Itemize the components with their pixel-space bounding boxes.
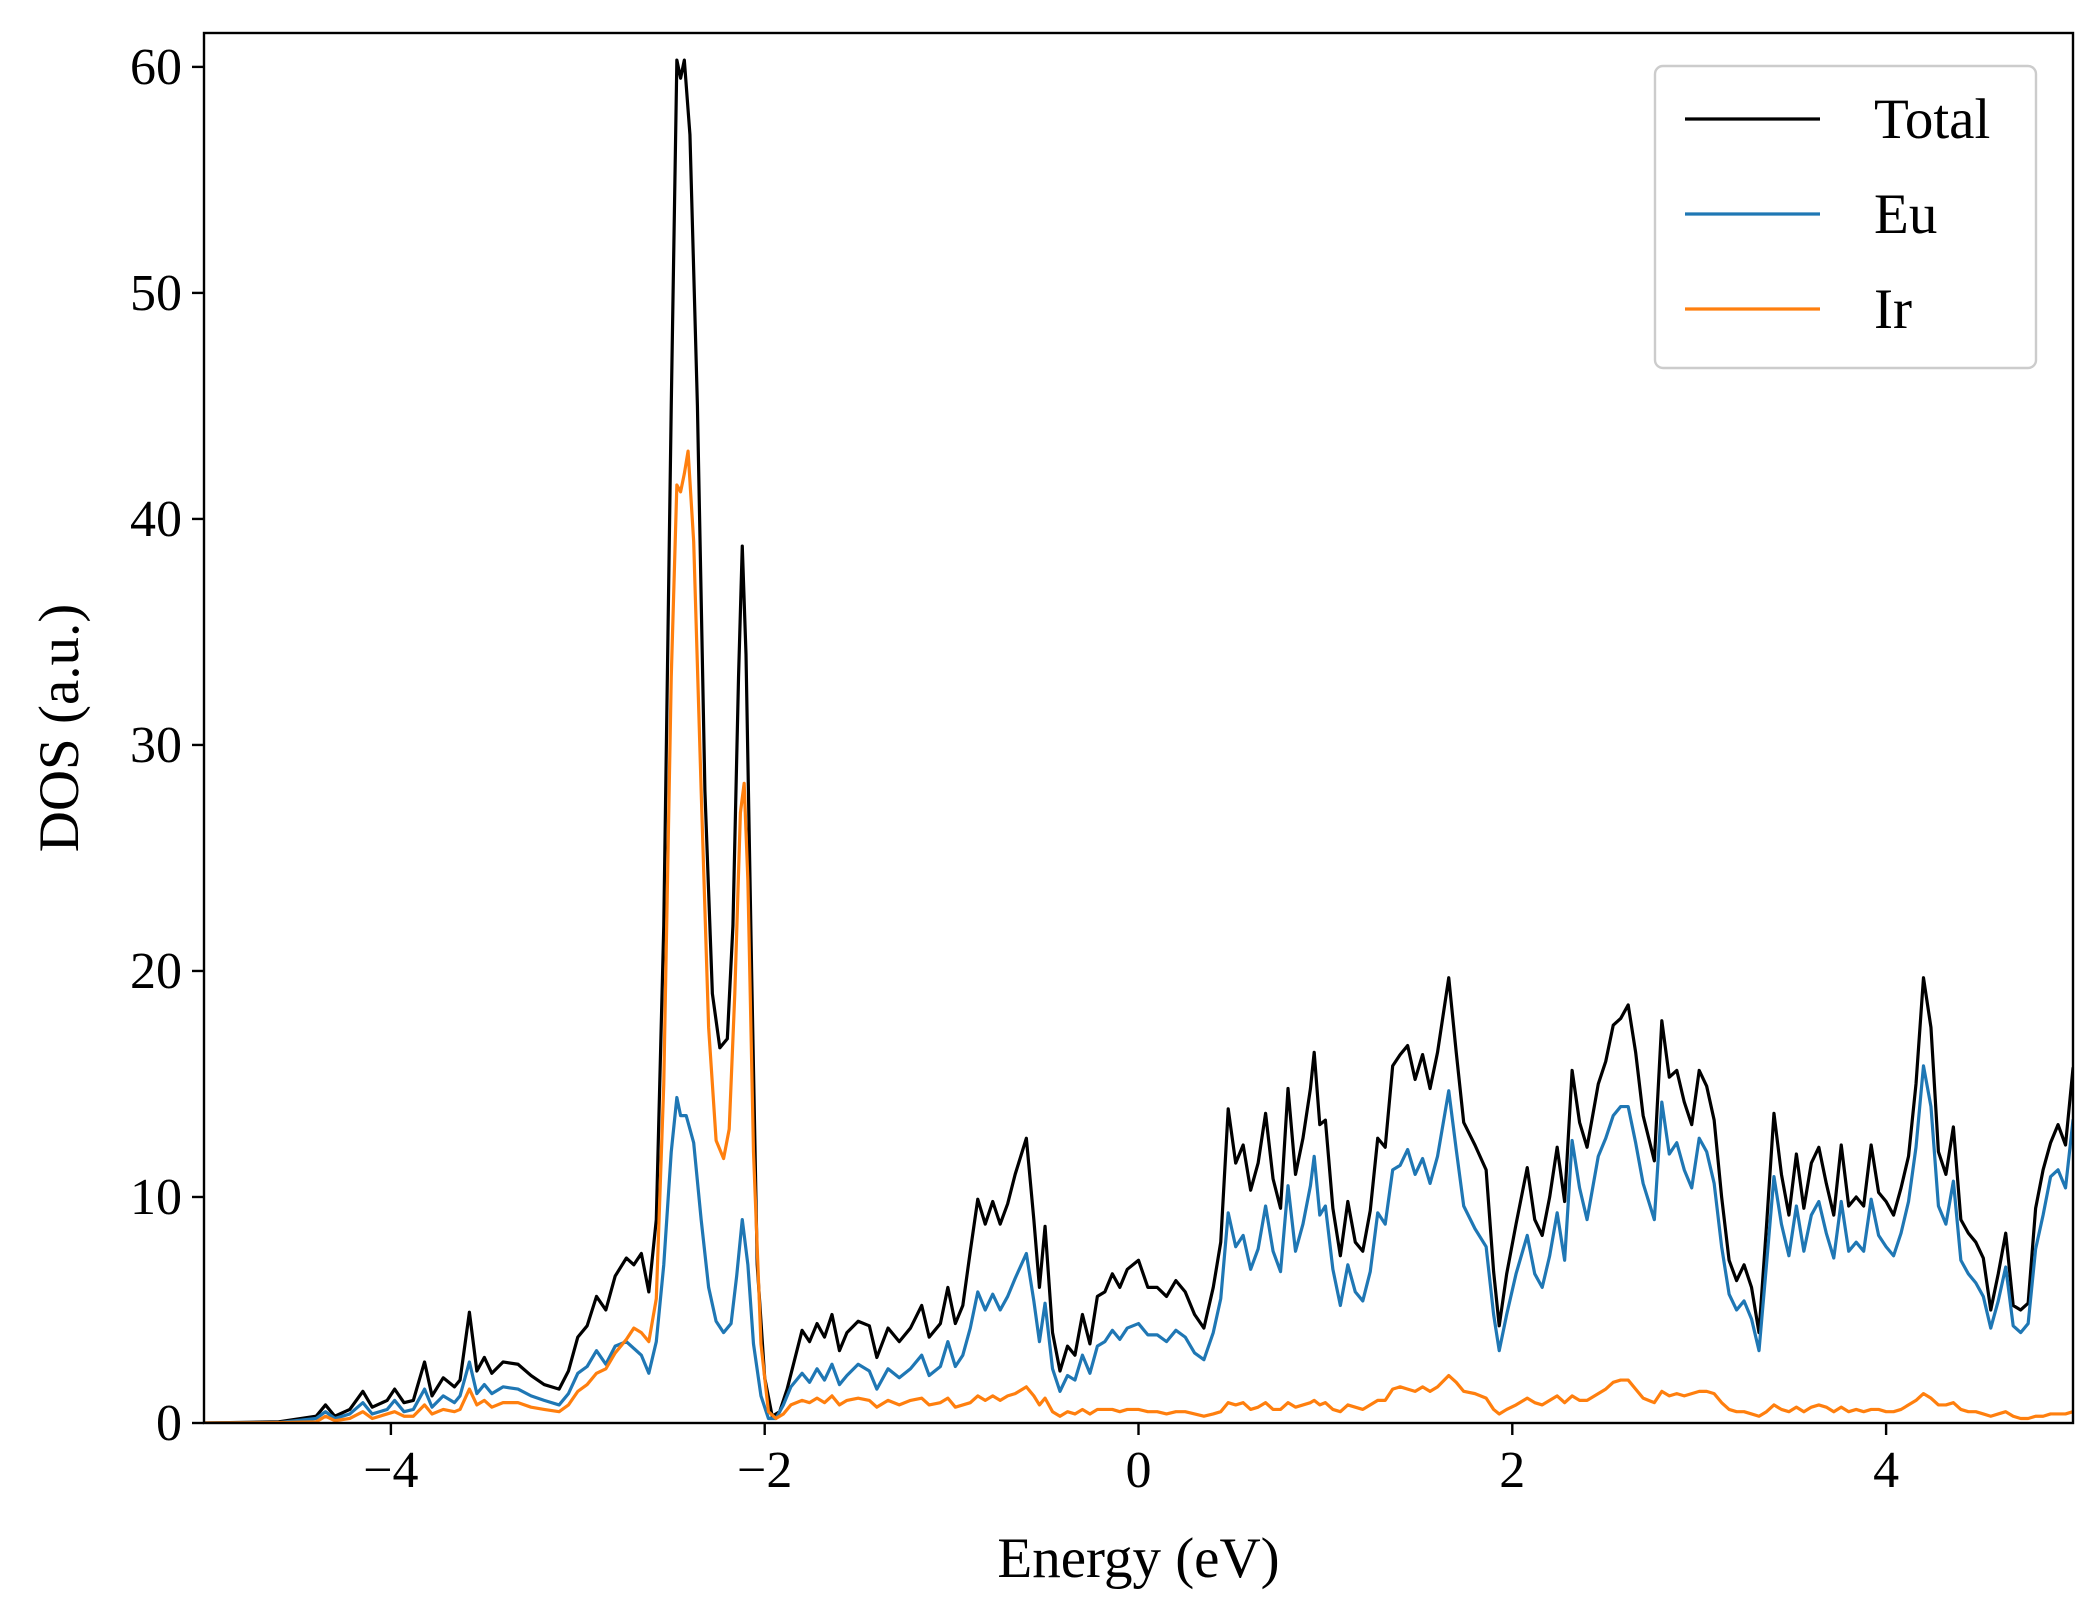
x-tick-label: 0 (1126, 1442, 1152, 1499)
y-axis: 0 10 20 30 40 50 60 (130, 39, 204, 1452)
x-axis-title: Energy (eV) (997, 1527, 1279, 1590)
series-line-ir (204, 449, 2073, 1423)
series-line-total (204, 58, 2073, 1423)
legend-label-ir: Ir (1874, 278, 1912, 341)
x-tick-label: 2 (1499, 1442, 1525, 1499)
plot-area (202, 31, 2075, 1425)
legend: Total Eu Ir (1653, 64, 2038, 370)
legend-frame (1653, 64, 2038, 370)
series-line-eu (204, 1064, 2073, 1423)
y-tick-label: 0 (156, 1395, 182, 1452)
x-axis: −4 −2 0 2 4 (363, 1423, 1899, 1499)
y-tick-label: 50 (130, 265, 182, 322)
legend-label-total: Total (1874, 88, 1990, 151)
y-axis-title: DOS (a.u.) (28, 604, 91, 853)
y-tick-label: 40 (130, 491, 182, 548)
x-tick-label: −4 (363, 1442, 418, 1499)
y-tick-label: 30 (130, 717, 182, 774)
y-tick-label: 20 (130, 943, 182, 1000)
legend-label-eu: Eu (1874, 183, 1937, 246)
x-tick-label: 4 (1873, 1442, 1899, 1499)
y-tick-label: 10 (130, 1169, 182, 1226)
x-tick-label: −2 (737, 1442, 792, 1499)
series-layer (204, 58, 2073, 1423)
y-tick-label: 60 (130, 39, 182, 96)
